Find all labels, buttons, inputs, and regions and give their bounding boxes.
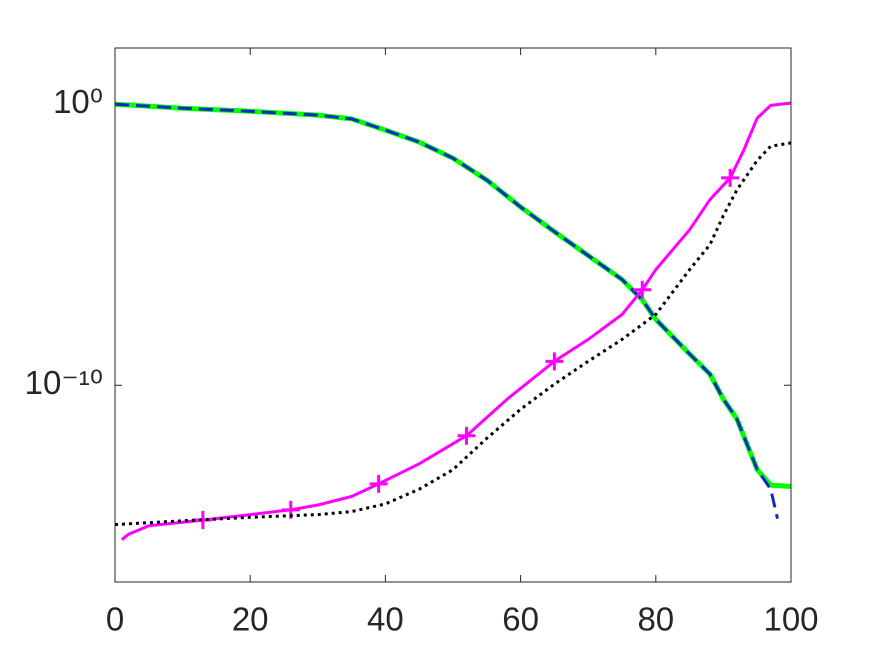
x-tick-label: 20 [232,601,269,638]
x-tick-label: 100 [763,601,818,638]
series-line [114,141,792,527]
x-tick-label: 0 [106,601,124,638]
axes-box [114,47,792,583]
marker [633,280,652,299]
y-tick-label: 10⁻¹⁰ [25,364,103,401]
x-tick-label: 80 [637,601,674,638]
marker [457,426,476,445]
marker [369,474,388,493]
plot-area [115,48,791,582]
y-tick-label: 10⁰ [53,83,103,120]
x-tick-label: 40 [367,601,404,638]
series-line [120,101,792,541]
marker [721,168,740,187]
marker [545,352,564,371]
x-tick-label: 60 [502,601,539,638]
series-line [114,102,779,519]
